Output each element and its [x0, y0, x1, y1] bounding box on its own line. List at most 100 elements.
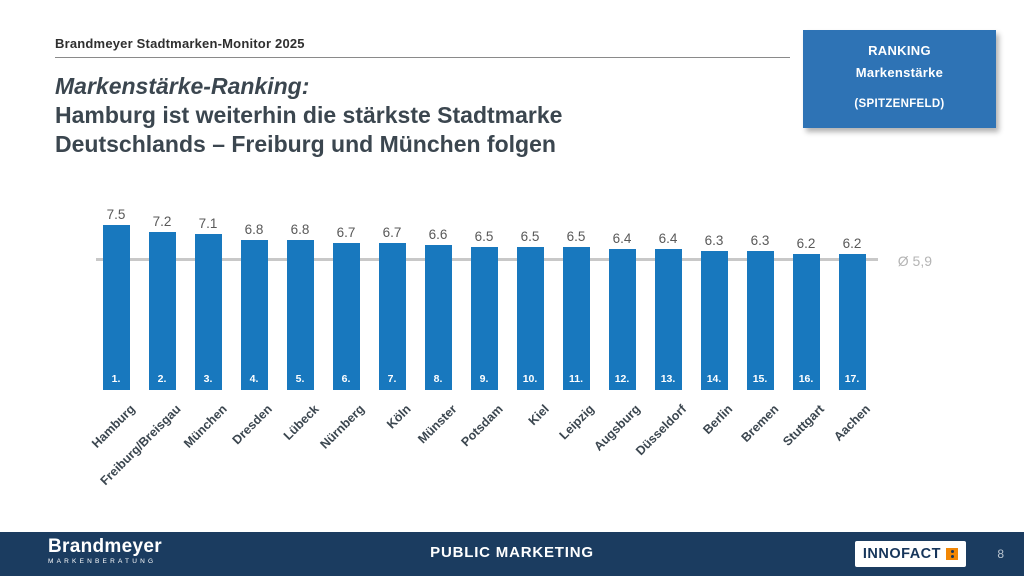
- ranking-badge-line3: (SPITZENFELD): [854, 98, 945, 110]
- category-label: Leipzig: [557, 402, 598, 443]
- page-number: 8: [997, 547, 1004, 561]
- bar-group: 6.3 15.: [746, 233, 774, 390]
- ranking-badge-line1: RANKING: [868, 43, 931, 58]
- category-label: Potsdam: [458, 402, 506, 450]
- bar-value-label: 6.5: [566, 229, 586, 244]
- bar: 14.: [700, 251, 728, 390]
- category-label: München: [180, 402, 230, 451]
- bar-group: 6.7 7.: [378, 225, 406, 390]
- bar-group: 7.5 1.: [102, 207, 130, 390]
- bar: 4.: [240, 240, 268, 390]
- bar-value-label: 6.7: [336, 225, 356, 240]
- bar-rank-label: 15.: [752, 373, 768, 385]
- category-cell: Stuttgart: [781, 390, 828, 515]
- slide-title-line1: Markenstärke-Ranking:: [55, 73, 310, 99]
- bar: 17.: [838, 254, 866, 390]
- brandmeyer-logo-sub: MARKENBERATUNG: [48, 558, 157, 565]
- bar-value-label: 6.4: [612, 231, 632, 246]
- category-cell: Nürnberg: [318, 390, 368, 515]
- category-cell: Bremen: [739, 390, 782, 515]
- category-label: Bremen: [738, 402, 782, 445]
- category-cell: Düsseldorf: [633, 390, 689, 515]
- category-label: Stuttgart: [780, 402, 828, 449]
- bar: 13.: [654, 249, 682, 390]
- bar-value-label: 6.6: [428, 227, 448, 242]
- footer-center-text: PUBLIC MARKETING: [430, 544, 594, 561]
- category-cell: Potsdam: [458, 390, 505, 515]
- bar-rank-label: 13.: [660, 373, 676, 385]
- bar-group: 7.2 2.: [148, 214, 176, 390]
- bar: 11.: [562, 247, 590, 390]
- slide-title-line2: Hamburg ist weiterhin die stärkste Stadt…: [55, 102, 563, 128]
- bar-value-label: 7.5: [106, 207, 126, 222]
- bar-rank-label: 10.: [522, 373, 538, 385]
- category-cell: Münster: [415, 390, 459, 515]
- bar-group: 6.4 12.: [608, 231, 636, 390]
- kicker: Brandmeyer Stadtmarken-Monitor 2025: [55, 36, 305, 51]
- bar-rank-label: 6.: [341, 373, 351, 385]
- category-cell: Leipzig: [557, 390, 597, 515]
- bar-rank-label: 16.: [798, 373, 814, 385]
- header-divider: [55, 57, 790, 58]
- bar-rank-label: 11.: [568, 373, 584, 385]
- bar-rank-label: 9.: [479, 373, 489, 385]
- bar-rank-label: 12.: [614, 373, 630, 385]
- category-cell: Köln: [379, 390, 414, 515]
- bar-value-label: 6.4: [658, 231, 678, 246]
- bar-group: 6.8 4.: [240, 222, 268, 390]
- bar-group: 6.6 8.: [424, 227, 452, 390]
- category-cell: Freiburg/Breisgau: [97, 390, 183, 515]
- bar-rank-label: 14.: [706, 373, 722, 385]
- category-label: Köln: [383, 402, 414, 432]
- bars-row: Ø 5,9 7.5 1. 7.2 2. 7.1 3. 6.8 4. 6.8 5. 6.7 6. 6.7 7…: [96, 198, 932, 390]
- category-cell: Augsburg: [592, 390, 644, 515]
- category-label: Lübeck: [280, 402, 322, 443]
- category-label: Hamburg: [88, 402, 138, 451]
- bar-chart: Ø 5,9 7.5 1. 7.2 2. 7.1 3. 6.8 4. 6.8 5. 6.7 6. 6.7 7…: [89, 198, 932, 515]
- bar-rank-label: 8.: [433, 373, 443, 385]
- bar-group: 6.2 17.: [838, 236, 866, 390]
- bar-rank-label: 2.: [157, 373, 167, 385]
- bar-rank-label: 4.: [249, 373, 259, 385]
- bar: 3.: [194, 234, 222, 390]
- category-label: Nürnberg: [317, 402, 368, 452]
- bar-group: 7.1 3.: [194, 216, 222, 390]
- bar-rank-label: 1.: [111, 373, 121, 385]
- bar-group: 6.5 10.: [516, 229, 544, 390]
- category-cell: München: [181, 390, 230, 515]
- bar-value-label: 6.8: [290, 222, 310, 237]
- bar: 9.: [470, 247, 498, 390]
- bar-value-label: 6.2: [796, 236, 816, 251]
- category-cell: Aachen: [832, 390, 874, 515]
- bar: 6.: [332, 243, 360, 390]
- bar-value-label: 7.2: [152, 214, 172, 229]
- bar: 2.: [148, 232, 176, 390]
- brandmeyer-logo: Brandmeyer MARKENBERATUNG: [48, 536, 162, 566]
- bar-rank-label: 3.: [203, 373, 213, 385]
- brandmeyer-logo-name: Brandmeyer: [48, 536, 162, 557]
- slide-title-line3: Deutschlands – Freiburg und München folg…: [55, 131, 556, 157]
- bar-value-label: 6.5: [520, 229, 540, 244]
- bar: 8.: [424, 245, 452, 390]
- bar-rank-label: 5.: [295, 373, 305, 385]
- bar-group: 6.2 16.: [792, 236, 820, 390]
- categories-row: Hamburg Freiburg/Breisgau München Dresden Lü…: [89, 390, 874, 515]
- slide-title: Markenstärke-Ranking: Hamburg ist weiter…: [55, 72, 562, 159]
- bar-value-label: 6.7: [382, 225, 402, 240]
- category-cell: Berlin: [700, 390, 735, 515]
- bar-value-label: 6.8: [244, 222, 264, 237]
- bar-group: 6.4 13.: [654, 231, 682, 390]
- category-label: Kiel: [525, 402, 552, 429]
- bar-value-label: 7.1: [198, 216, 218, 231]
- bar: 15.: [746, 251, 774, 390]
- bar-group: 6.8 5.: [286, 222, 314, 390]
- innofact-logo-text: INNOFACT: [862, 546, 941, 562]
- bar: 12.: [608, 249, 636, 390]
- category-label: Dresden: [230, 402, 276, 448]
- ranking-badge-line2: Markenstärke: [855, 65, 944, 80]
- innofact-logo-mark-icon: [946, 548, 958, 560]
- bar-group: 6.7 6.: [332, 225, 360, 390]
- bar-rank-label: 7.: [387, 373, 397, 385]
- bar: 10.: [516, 247, 544, 390]
